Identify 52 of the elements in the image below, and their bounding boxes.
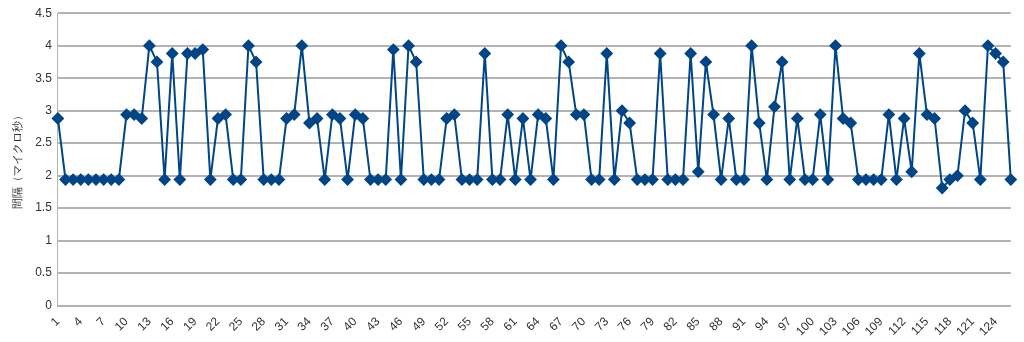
y-tick-label: 4 bbox=[45, 38, 53, 53]
x-tick-label: 34 bbox=[294, 314, 315, 334]
x-tick-label: 64 bbox=[523, 314, 543, 334]
x-tick-label: 25 bbox=[225, 314, 246, 334]
x-tick-label: 94 bbox=[751, 314, 772, 334]
x-tick-label: 37 bbox=[317, 314, 338, 334]
y-tick-label: 0 bbox=[45, 297, 53, 312]
x-tick-label: 67 bbox=[546, 314, 566, 334]
y-tick-label: 2.5 bbox=[35, 135, 53, 150]
x-tick-label: 10 bbox=[111, 314, 132, 334]
x-tick-label: 112 bbox=[885, 314, 909, 338]
x-tick-label: 7 bbox=[93, 314, 109, 329]
y-tick-label: 3 bbox=[45, 103, 53, 117]
x-tick-label: 73 bbox=[591, 314, 612, 334]
x-tick-label: 55 bbox=[454, 314, 475, 334]
x-tick-label: 58 bbox=[477, 314, 498, 334]
x-tick-label: 118 bbox=[930, 314, 955, 338]
x-tick-label: 100 bbox=[793, 314, 818, 339]
y-tick-label: 1 bbox=[45, 232, 53, 247]
x-tick-label: 28 bbox=[248, 314, 269, 334]
x-tick-label: 19 bbox=[180, 314, 200, 334]
x-tick-label: 97 bbox=[774, 314, 795, 334]
y-tick-label: 4.5 bbox=[35, 5, 53, 20]
x-tick-label: 103 bbox=[815, 314, 841, 339]
x-tick-label: 61 bbox=[500, 314, 520, 334]
y-tick-label: 2 bbox=[45, 167, 53, 182]
x-tick-label: 76 bbox=[614, 314, 635, 334]
x-tick-label: 124 bbox=[975, 314, 1001, 339]
x-tick-label: 85 bbox=[683, 314, 703, 334]
x-tick-label: 82 bbox=[660, 314, 681, 334]
x-tick-label: 4 bbox=[70, 314, 86, 329]
x-tick-label: 106 bbox=[838, 314, 864, 339]
y-tick-label: 1.5 bbox=[35, 200, 53, 215]
y-tick-label: 3.5 bbox=[35, 70, 53, 85]
x-tick-label: 49 bbox=[408, 314, 429, 334]
x-tick-label: 43 bbox=[363, 314, 383, 334]
x-tick-label: 109 bbox=[861, 314, 886, 339]
x-tick-label: 16 bbox=[157, 314, 177, 334]
x-tick-label: 79 bbox=[637, 314, 658, 334]
x-tick-label: 22 bbox=[203, 314, 223, 334]
x-tick-label: 115 bbox=[907, 314, 932, 338]
x-tick-label: 88 bbox=[706, 314, 726, 334]
x-tick-label: 13 bbox=[134, 314, 155, 334]
x-tick-label: 46 bbox=[386, 314, 406, 334]
x-tick-label: 40 bbox=[340, 314, 360, 334]
x-tick-label: 70 bbox=[569, 314, 589, 334]
y-axis-title: 間隔（マイクロ秒） bbox=[11, 109, 25, 209]
y-tick-label: 0.5 bbox=[35, 265, 53, 280]
x-tick-label: 121 bbox=[953, 314, 978, 339]
x-tick-label: 52 bbox=[431, 314, 452, 334]
x-tick-label: 31 bbox=[271, 314, 292, 334]
x-tick-label: 91 bbox=[729, 314, 749, 334]
